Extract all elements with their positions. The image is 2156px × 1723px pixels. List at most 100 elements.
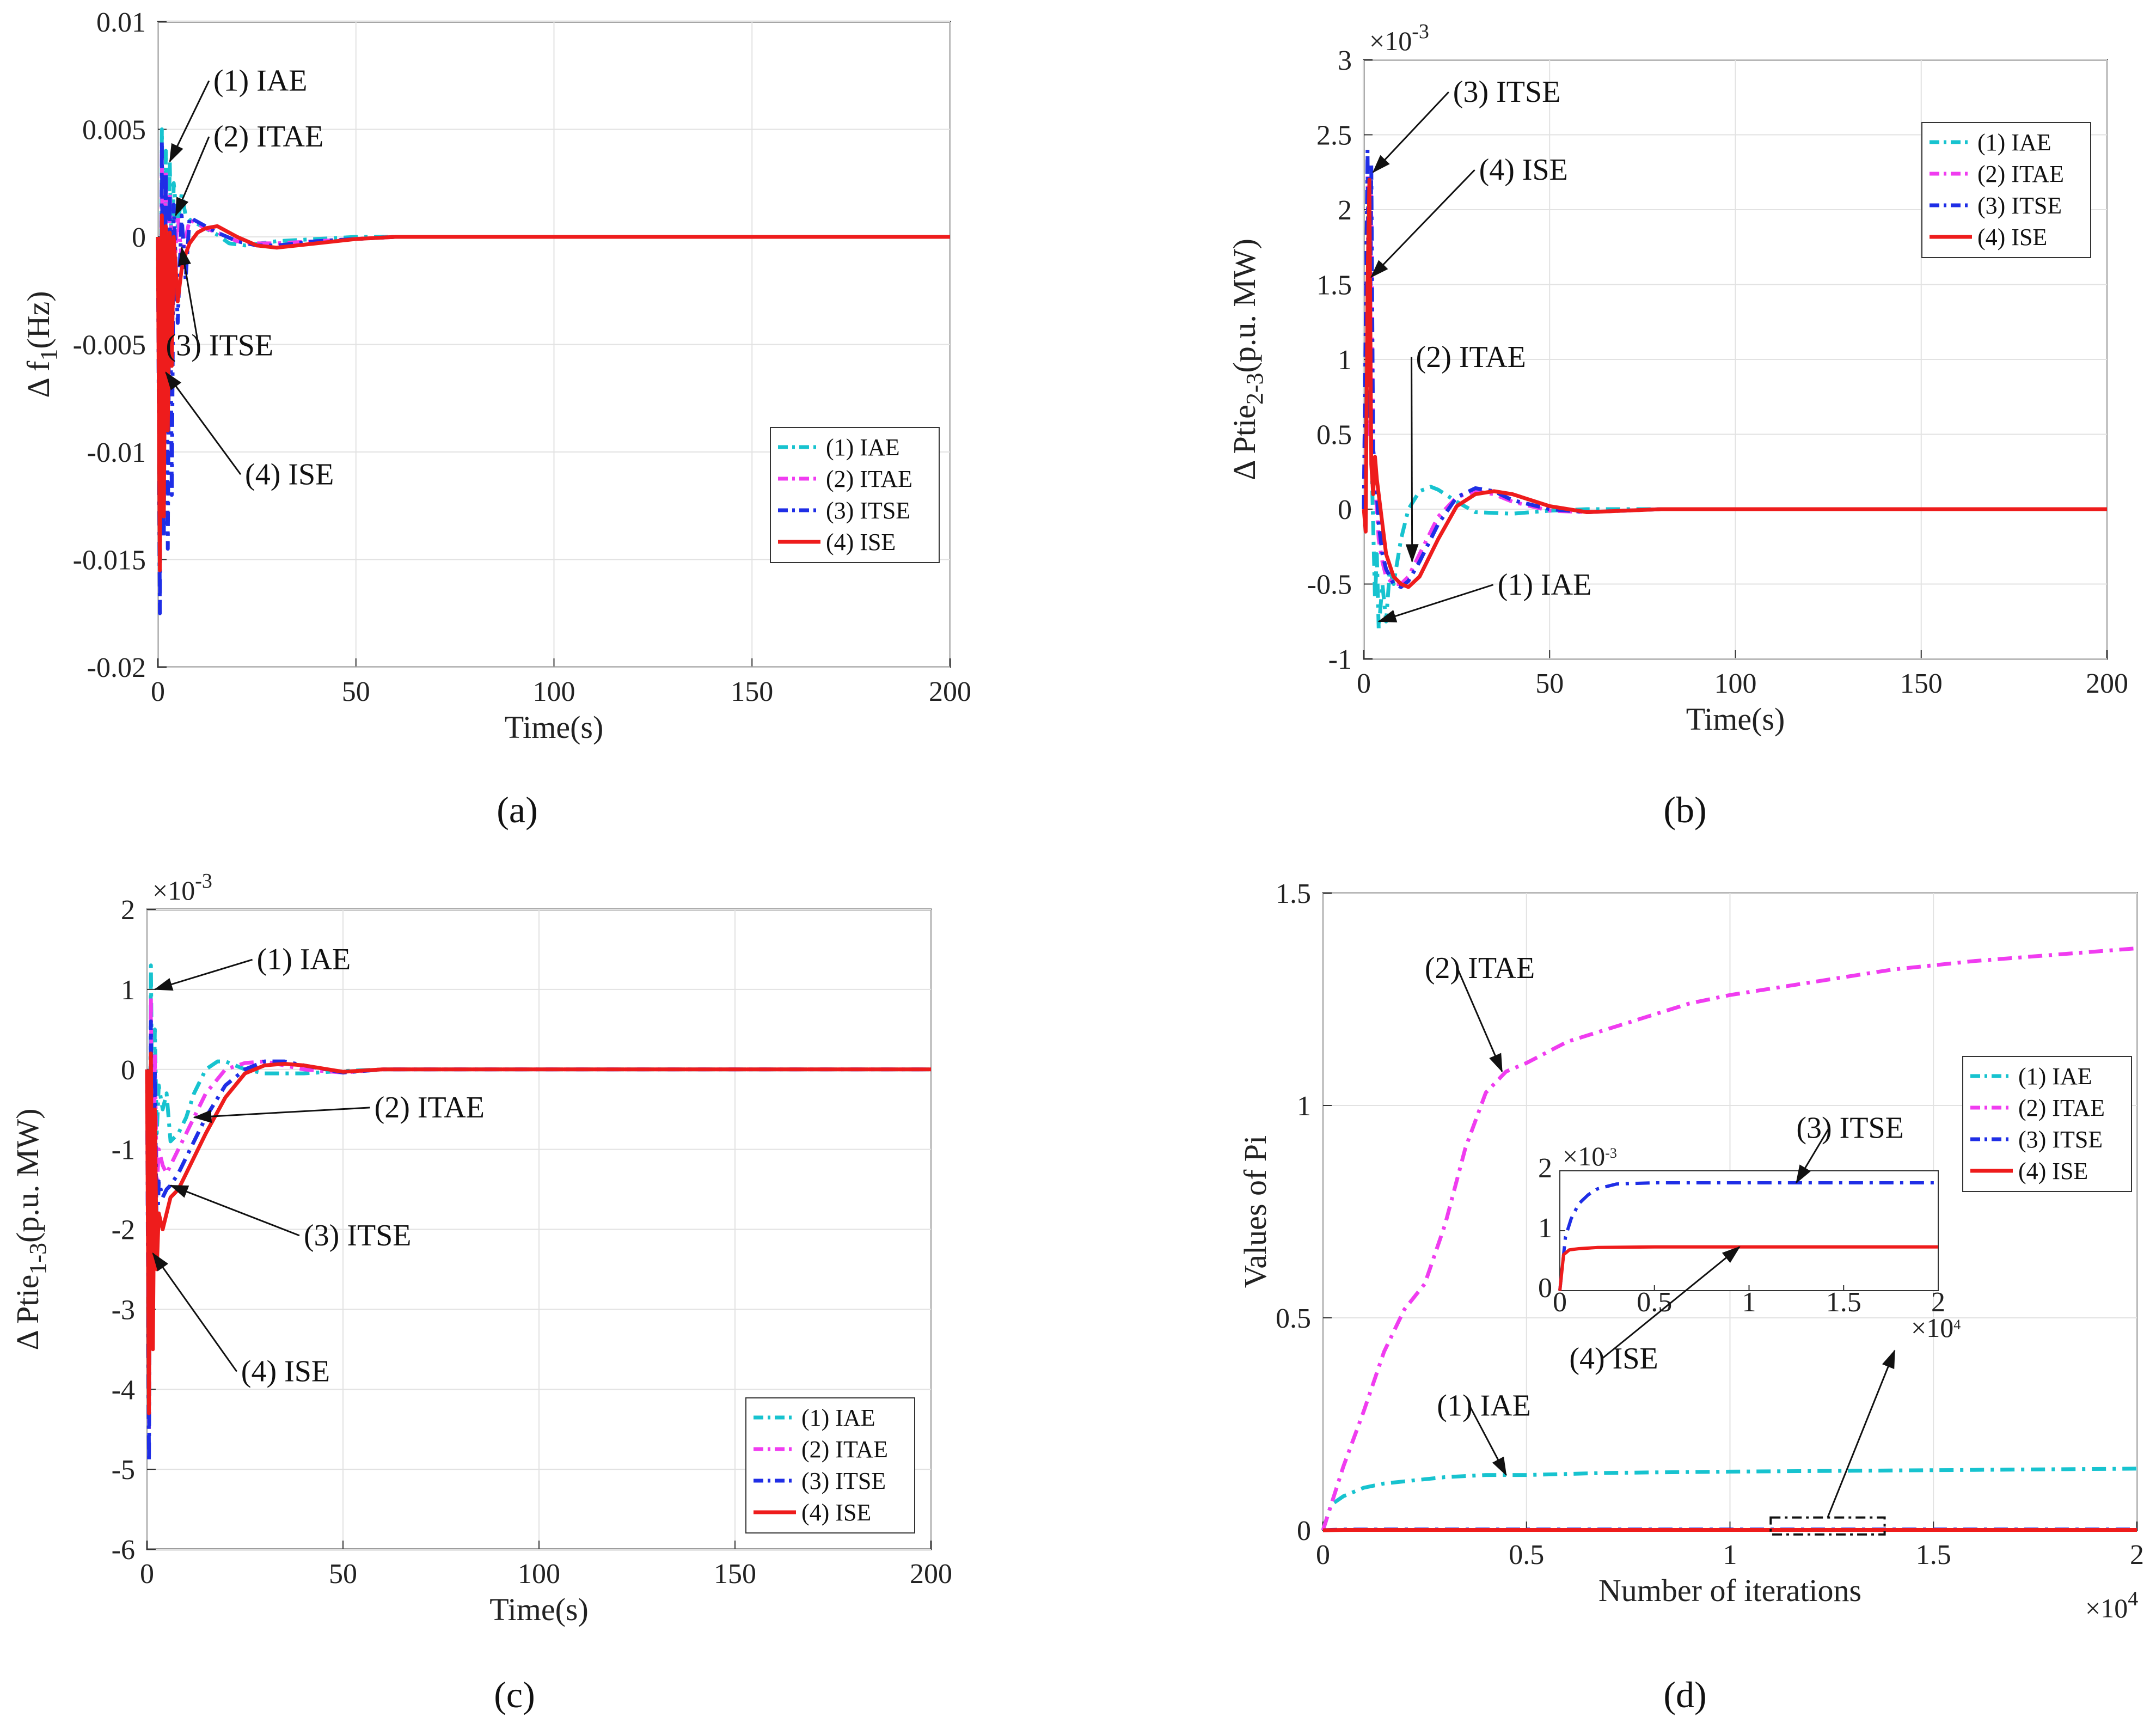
annotation-1-iae: (1) IAE [213, 64, 308, 97]
y-tick-label: -3 [112, 1294, 135, 1325]
y-tick-label: 0 [132, 222, 146, 253]
y-tick-label: -0.02 [87, 652, 146, 683]
y-tick-label: 0 [1338, 494, 1352, 526]
legend-label-1-iae: (1) IAE [801, 1404, 875, 1431]
y-tick-label: 1.5 [1316, 270, 1352, 301]
x-tick-label: 50 [1535, 668, 1564, 699]
panel-caption: (c) [494, 1674, 535, 1715]
annotation-4-ise: (4) ISE [1479, 153, 1568, 187]
legend-label-2-itae: (2) ITAE [2018, 1095, 2105, 1121]
panel-caption: (d) [1663, 1674, 1706, 1715]
x-tick-label: 1.5 [1916, 1539, 1951, 1571]
annotation-arrow [165, 371, 242, 475]
series-line-2-itae [1321, 946, 2137, 1531]
legend-label-4-ise: (4) ISE [2018, 1158, 2088, 1184]
series-line-4-ise [1322, 1528, 2137, 1532]
legend: (1) IAE (2) ITAE (3) ITSE (4) ISE [1921, 122, 2091, 258]
annotation-2-itae: (2) ITAE [213, 120, 323, 154]
annotation-arrow [178, 246, 200, 346]
y-axis-label: Δ Ptie1-3(p.u. MW) [10, 1109, 51, 1351]
annotation-arrow [169, 1184, 300, 1237]
x-tick-label: 150 [1900, 668, 1943, 699]
series-line-4-ise [1558, 1245, 1938, 1291]
y-tick-label: 1 [1297, 1091, 1311, 1122]
annotation-4-ise: (4) ISE [241, 1355, 330, 1389]
x-axis-label: Number of iterations [1598, 1573, 1861, 1608]
annotation-4-ise: (4) ISE [1569, 1342, 1658, 1376]
y-tick-label: 0.005 [82, 115, 146, 146]
x-tick-label: 0 [1357, 668, 1371, 699]
panel-caption: (b) [1663, 789, 1706, 830]
series-line-1-iae [1321, 1467, 2137, 1531]
legend-label-1-iae: (1) IAE [1977, 129, 2051, 156]
panel-d: 0 0.5 1 1.5 2 0 0.5 1 1.5 Number of iterations Val… [1238, 878, 2144, 1715]
y-tick-label: -5 [112, 1455, 135, 1486]
panel-b: 0 50 100 150 200 -1 -0.5 0 0.5 1 1.5 2 2.5 3 Time(s) Δ … [1227, 20, 2128, 830]
y-axis-label: Δ Ptie2-3(p.u. MW) [1227, 239, 1268, 480]
x-axis-label: Time(s) [489, 1592, 589, 1627]
annotation-2-itae: (2) ITAE [1425, 951, 1535, 985]
legend-label-1-iae: (1) IAE [826, 434, 900, 461]
annotation-3-itse: (3) ITSE [1453, 75, 1561, 109]
annotation-1-iae: (1) IAE [257, 943, 351, 976]
annotation-arrow [169, 80, 210, 163]
legend: (1) IAE (2) ITAE (3) ITSE (4) ISE [745, 1397, 915, 1533]
y-axis-label: Δ f1(Hz) [21, 291, 62, 398]
legend-label-4-ise: (4) ISE [1977, 224, 2047, 250]
x-tick-label: 200 [910, 1559, 952, 1590]
y-tick-label: -1 [112, 1135, 135, 1166]
x-tick-label: 1 [1723, 1539, 1737, 1571]
y-tick-label: 3 [1338, 45, 1352, 76]
legend-label-3-itse: (3) ITSE [801, 1468, 886, 1494]
legend-label-3-itse: (3) ITSE [1977, 192, 2062, 219]
y-tick-label: 1.5 [1276, 878, 1311, 909]
legend-label-4-ise: (4) ISE [801, 1499, 871, 1526]
y-tick-label: 1 [121, 975, 135, 1006]
legend-label-4-ise: (4) ISE [826, 529, 896, 555]
legend-label-1-iae: (1) IAE [2018, 1063, 2092, 1090]
zoom-arrow [1827, 1349, 1896, 1518]
annotation-arrow [193, 1107, 370, 1123]
x-axis-label: Time(s) [1686, 701, 1785, 737]
x-tick-label: 2 [2130, 1539, 2144, 1571]
axis-exponent: ×10-3 [152, 870, 212, 906]
annotation-2-itae: (2) ITAE [375, 1091, 485, 1125]
legend-label-2-itae: (2) ITAE [801, 1436, 888, 1463]
x-tick-label: 0 [1316, 1539, 1330, 1571]
y-tick-label: 0 [1538, 1273, 1552, 1304]
annotation-3-itse: (3) ITSE [166, 328, 274, 362]
y-tick-label: 0.5 [1276, 1303, 1311, 1334]
y-tick-label: -4 [112, 1374, 135, 1406]
legend: (1) IAE (2) ITAE (3) ITSE (4) ISE [1962, 1056, 2132, 1192]
y-tick-label: -0.01 [87, 437, 146, 468]
annotation-arrow [175, 136, 210, 217]
inset-x-exponent: ×104 [1911, 1312, 1961, 1343]
x-tick-label: 0.5 [1637, 1287, 1672, 1318]
y-tick-label: 0.01 [96, 7, 146, 38]
x-tick-label: 2 [1931, 1287, 1945, 1318]
annotation-arrow [1377, 584, 1494, 622]
annotation-2-itae: (2) ITAE [1416, 340, 1526, 374]
y-tick-label: 1 [1338, 345, 1352, 376]
inset-plot: 0 0.5 1 1.5 2 0 1 2 ×10-3 ×104 (3) ITSE (4) ISE [1538, 1111, 1961, 1376]
axis-exponent: ×104 [2085, 1587, 2138, 1623]
x-tick-label: 50 [342, 676, 370, 707]
series-line-4-ise [145, 1051, 931, 1415]
annotation-3-itse: (3) ITSE [304, 1219, 412, 1252]
annotation-arrow [1601, 1246, 1741, 1360]
axis-exponent: ×10-3 [1369, 20, 1429, 56]
annotation-arrow [154, 958, 253, 991]
y-tick-label: -6 [112, 1535, 135, 1566]
legend: (1) IAE (2) ITAE (3) ITSE (4) ISE [770, 427, 940, 563]
annotation-arrow [1468, 1405, 1507, 1476]
x-tick-label: 0.5 [1509, 1539, 1544, 1571]
y-tick-label: 1 [1538, 1213, 1552, 1244]
legend-label-3-itse: (3) ITSE [2018, 1126, 2103, 1153]
y-tick-label: -2 [112, 1215, 135, 1246]
legend-label-2-itae: (2) ITAE [1977, 161, 2064, 187]
series-line-3-itse [156, 138, 950, 615]
annotation-3-itse: (3) ITSE [1796, 1111, 1904, 1145]
panel-a: 0 50 100 150 200 -0.02 -0.015 -0.01 -0.005 0 0.005… [21, 7, 971, 830]
series-line-1-iae [1362, 178, 2107, 631]
y-tick-label: 0.5 [1316, 420, 1352, 451]
